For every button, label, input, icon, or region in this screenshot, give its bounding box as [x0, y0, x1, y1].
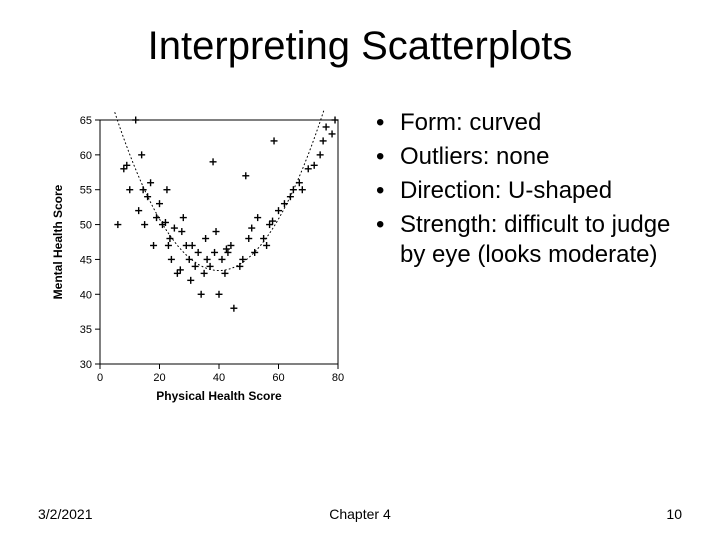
- svg-text:40: 40: [213, 372, 225, 384]
- slide-title: Interpreting Scatterplots: [0, 24, 720, 69]
- svg-text:80: 80: [332, 372, 344, 384]
- scatterplot-chart: 0 20 40 60 80 30 35 40 45 50 55 60 65 Physical Health…: [48, 110, 348, 410]
- bullet-list: Form: curved Outliers: none Direction: U-s…: [370, 108, 700, 274]
- svg-text:40: 40: [80, 289, 92, 301]
- svg-text:45: 45: [80, 254, 92, 266]
- svg-text:65: 65: [80, 115, 92, 127]
- bullet-item: Strength: difficult to judge by eye (loo…: [396, 210, 700, 270]
- svg-text:35: 35: [80, 324, 92, 336]
- svg-text:Physical Health Score: Physical Health Score: [156, 389, 282, 403]
- footer-page-number: 10: [666, 506, 682, 522]
- bullet-item: Outliers: none: [396, 142, 700, 172]
- svg-text:20: 20: [153, 372, 165, 384]
- svg-text:0: 0: [97, 372, 103, 384]
- bullet-item: Form: curved: [396, 108, 700, 138]
- svg-text:50: 50: [80, 220, 92, 232]
- svg-text:60: 60: [272, 372, 284, 384]
- svg-text:Mental Health Score: Mental Health Score: [51, 184, 65, 299]
- slide: Interpreting Scatterplots 0 20 40 60 80 30 35 4…: [0, 0, 720, 540]
- svg-text:60: 60: [80, 150, 92, 162]
- footer-chapter: Chapter 4: [0, 506, 720, 522]
- svg-text:30: 30: [80, 359, 92, 371]
- svg-text:55: 55: [80, 185, 92, 197]
- bullet-item: Direction: U-shaped: [396, 176, 700, 206]
